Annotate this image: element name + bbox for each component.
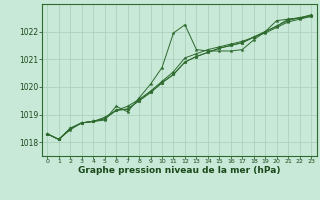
X-axis label: Graphe pression niveau de la mer (hPa): Graphe pression niveau de la mer (hPa) xyxy=(78,166,280,175)
